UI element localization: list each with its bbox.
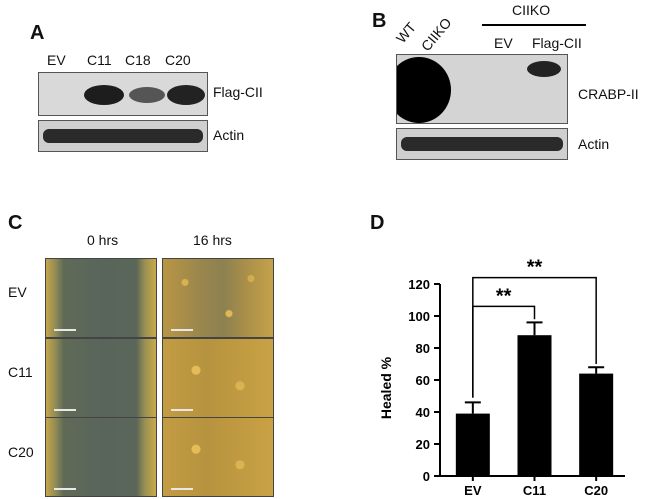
blot-label-crabp: CRABP-II xyxy=(578,86,639,102)
y-tick-label-120: 120 xyxy=(408,277,430,292)
lane-label-ev-b: EV xyxy=(494,35,513,51)
flag-blot xyxy=(38,72,208,116)
time-label-16: 16 hrs xyxy=(193,232,232,248)
bar-ev xyxy=(455,413,490,476)
time-label-0: 0 hrs xyxy=(87,232,119,248)
y-tick-label-20: 20 xyxy=(416,437,430,452)
lane-label-c11: C11 xyxy=(87,52,112,68)
panel-a-letter: A xyxy=(30,22,45,44)
flag-band-c20 xyxy=(167,85,205,105)
blot-label-actin-a: Actin xyxy=(213,127,245,143)
panel-c-letter: C xyxy=(8,212,23,234)
lane-label-c18: C18 xyxy=(125,52,151,68)
lane-label-wt: WT xyxy=(392,19,419,46)
lane-label-c20: C20 xyxy=(165,52,191,68)
actin-blot-a xyxy=(38,120,208,152)
row-label-c20: C20 xyxy=(8,444,34,460)
y-tick-label-40: 40 xyxy=(416,405,430,420)
x-tick-label-ev: EV xyxy=(464,483,482,498)
panel-d-letter: D xyxy=(370,212,385,234)
significance-label-c11: ** xyxy=(496,285,512,307)
lane-label-ciiko: CIIKO xyxy=(417,14,455,55)
group-line xyxy=(482,24,586,26)
y-tick-label-80: 80 xyxy=(416,341,430,356)
blot-label-flag: Flag-CII xyxy=(213,84,263,100)
crabp-band-flag xyxy=(527,61,561,77)
x-tick-label-c11: C11 xyxy=(523,483,546,498)
bar-c20 xyxy=(579,373,614,476)
flag-band-c11 xyxy=(84,85,124,105)
actin-blot-b xyxy=(396,128,568,160)
micrograph-c20-0h xyxy=(45,417,157,497)
y-tick-label-60: 60 xyxy=(416,373,430,388)
group-label-ciiko: CIIKO xyxy=(512,2,551,18)
lane-label-ev: EV xyxy=(47,52,66,68)
bar-c11 xyxy=(517,335,552,476)
significance-bracket-c20 xyxy=(472,276,597,398)
row-label-c11: C11 xyxy=(8,364,33,380)
actin-band xyxy=(43,129,203,143)
row-label-ev: EV xyxy=(8,284,27,300)
micrograph-c11-16h xyxy=(162,338,274,418)
micrograph-c20-16h xyxy=(162,417,274,497)
micrograph-c11-0h xyxy=(45,338,157,418)
y-tick-label-0: 0 xyxy=(423,469,430,484)
flag-band-c18 xyxy=(129,87,165,103)
blot-label-actin-b: Actin xyxy=(578,136,610,152)
x-tick-label-c20: C20 xyxy=(584,483,608,498)
actin-band-b xyxy=(401,137,563,151)
y-tick-label-100: 100 xyxy=(408,309,430,324)
crabp-band-wt xyxy=(397,57,451,123)
significance-label-c20: ** xyxy=(527,257,543,279)
y-axis-label: Healed % xyxy=(378,356,394,419)
panel-b-letter: B xyxy=(372,10,387,32)
micrograph-ev-0h xyxy=(45,258,157,338)
crabp-blot xyxy=(396,54,568,124)
micrograph-ev-16h xyxy=(162,258,274,338)
lane-label-flag-cii: Flag-CII xyxy=(532,35,582,51)
healed-bar-chart: Healed % 0 20 40 60 80 100 120 EV C11 C20 ** ** xyxy=(378,257,625,498)
